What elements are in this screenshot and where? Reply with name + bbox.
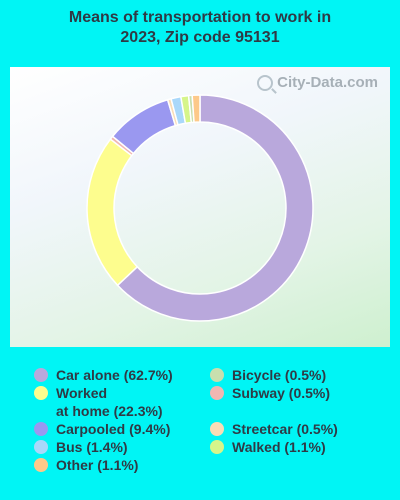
legend-item-left-1: Worked at home (22.3%)	[34, 384, 163, 420]
donut-slice-8	[191, 94, 201, 124]
legend-item-left-0: Car alone (62.7%)	[34, 366, 173, 384]
legend-item-left-3: Bus (1.4%)	[34, 438, 128, 456]
watermark: City-Data.com	[257, 74, 378, 91]
legend-swatch	[34, 440, 48, 454]
watermark-text: City-Data.com	[277, 74, 378, 91]
legend-swatch	[210, 368, 224, 382]
legend-label: Bus (1.4%)	[56, 439, 128, 455]
legend-swatch	[34, 368, 48, 382]
legend-swatch	[210, 422, 224, 436]
chart-title-text: Means of transportation to work in 2023, …	[68, 9, 332, 46]
legend-item-left-2: Carpooled (9.4%)	[34, 420, 170, 438]
legend-swatch	[34, 386, 48, 400]
legend-swatch	[210, 440, 224, 454]
legend-label: Subway (0.5%)	[232, 385, 331, 401]
legend-label: Carpooled (9.4%)	[56, 421, 171, 437]
chart-title: Means of transportation to work in 2023, …	[0, 8, 400, 48]
legend-item-left-4: Other (1.1%)	[34, 456, 138, 474]
donut-slice-0	[116, 94, 314, 322]
legend: Car alone (62.7%) Worked at home (22.3%) C…	[34, 366, 394, 486]
donut-slice-1	[86, 138, 139, 287]
legend-label: Streetcar (0.5%)	[232, 421, 338, 437]
legend-label: Worked at home (22.3%)	[56, 385, 163, 419]
legend-swatch	[34, 458, 48, 472]
magnifier-icon	[257, 74, 274, 91]
legend-swatch	[210, 386, 224, 400]
legend-swatch	[34, 422, 48, 436]
legend-label: Car alone (62.7%)	[56, 367, 173, 383]
legend-label: Other (1.1%)	[56, 457, 139, 473]
legend-item-right-3: Walked (1.1%)	[210, 438, 326, 456]
legend-label: Bicycle (0.5%)	[232, 367, 327, 383]
legend-item-right-0: Bicycle (0.5%)	[210, 366, 326, 384]
legend-label: Walked (1.1%)	[232, 439, 326, 455]
legend-item-right-1: Subway (0.5%)	[210, 384, 330, 402]
legend-item-right-2: Streetcar (0.5%)	[210, 420, 338, 438]
